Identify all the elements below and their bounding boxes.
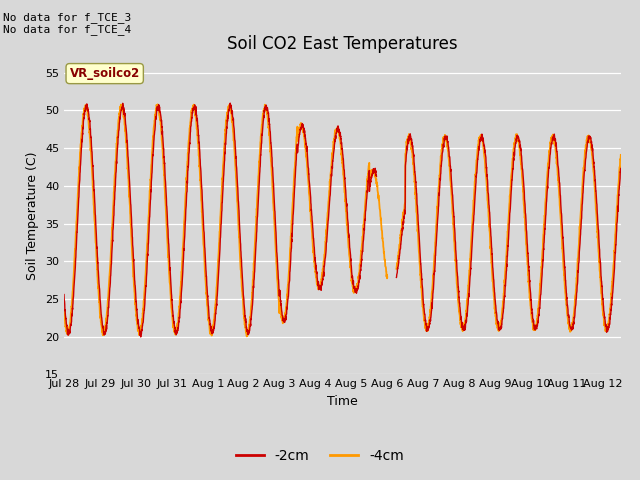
- X-axis label: Time: Time: [327, 395, 358, 408]
- Legend: -2cm, -4cm: -2cm, -4cm: [230, 443, 410, 468]
- Title: Soil CO2 East Temperatures: Soil CO2 East Temperatures: [227, 35, 458, 53]
- Y-axis label: Soil Temperature (C): Soil Temperature (C): [26, 152, 40, 280]
- Text: No data for f_TCE_3
No data for f_TCE_4: No data for f_TCE_3 No data for f_TCE_4: [3, 12, 131, 36]
- Text: VR_soilco2: VR_soilco2: [70, 67, 140, 80]
